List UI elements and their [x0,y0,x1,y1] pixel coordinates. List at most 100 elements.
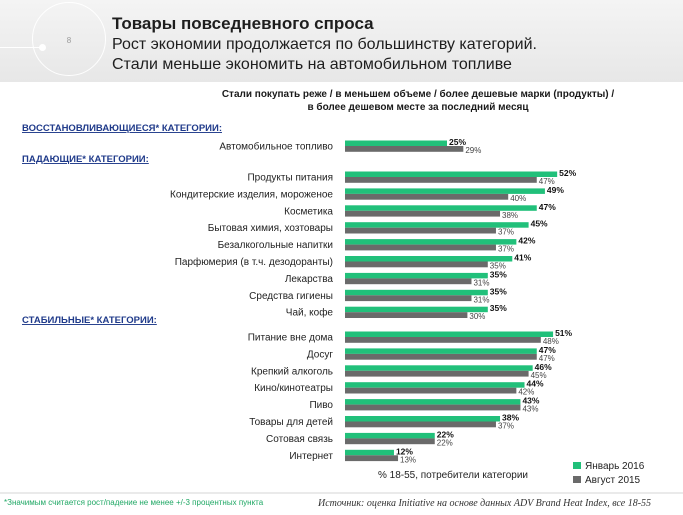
value-label-aug2015: 38% [502,211,518,220]
category-label: Питание вне дома [248,333,334,344]
legend-label-aug2015: Август 2015 [585,475,641,486]
header-band: 8 Товары повседневного спроса Рост эконо… [0,0,683,82]
bar-aug2015 [345,261,488,268]
bar-aug2015 [345,404,521,411]
decorative-dot [39,44,46,51]
category-label: Парфюмерия (в т.ч. дезодоранты) [175,256,333,268]
bar-jan2016 [345,449,394,456]
category-label: Чай, кофе [286,307,334,319]
source-note: Источник: оценка Initiative на основе да… [318,498,652,509]
bar-jan2016 [345,222,529,228]
bar-jan2016 [345,399,521,405]
value-label-aug2015: 31% [473,278,489,287]
value-label-jan2016: 35% [490,303,507,313]
value-label-aug2015: 42% [518,388,534,397]
group-label: ВОССТАНОВЛИВАЮЩИЕСЯ* КАТЕГОРИИ: [22,123,222,134]
value-label-jan2016: 49% [547,185,564,195]
bar-jan2016 [345,365,533,371]
bar-aug2015 [345,177,537,183]
category-label: Кино/кинотеатры [254,383,333,394]
value-label-jan2016: 51% [555,328,572,338]
slide-subtitle-line2: Стали меньше экономить на автомобильном … [112,56,512,73]
bar-jan2016 [345,205,537,211]
legend-swatch-aug2015 [573,476,581,483]
category-label: Автомобильное топливо [219,141,333,153]
bar-aug2015 [345,353,537,360]
value-label-jan2016: 35% [490,286,507,296]
chart-title-line1: Стали покупать реже / в меньшем объеме /… [222,88,615,100]
category-label: Пиво [309,400,333,411]
category-label: Бытовая химия, хозтовары [208,223,333,234]
value-label-jan2016: 47% [539,202,556,212]
category-label: Безалкогольные напитки [218,240,333,251]
bar-aug2015 [345,387,517,394]
bar-jan2016 [345,272,488,279]
legend-swatch-jan2016 [573,462,581,469]
bar-aug2015 [345,337,541,343]
bar-jan2016 [345,432,435,439]
bar-aug2015 [345,227,496,234]
slide-number: 8 [66,36,72,45]
x-axis-label: % 18-55, потребители категории [378,469,528,481]
slide-number-circle [32,2,106,76]
bar-aug2015 [345,193,509,200]
value-label-jan2016: 12% [396,446,413,456]
bar-aug2015 [345,210,501,217]
chart-title-line2: в более дешевом месте за последний месяц [307,101,529,113]
category-label: Средства гигиены [249,291,333,302]
value-label-aug2015: 22% [437,438,453,447]
value-label-aug2015: 29% [465,146,481,155]
bar-jan2016 [345,382,525,388]
bar-aug2015 [345,244,496,251]
bar-aug2015 [345,421,496,428]
value-label-jan2016: 46% [535,362,552,372]
bar-jan2016 [345,289,488,296]
value-label-jan2016: 43% [522,396,539,406]
value-label-aug2015: 45% [531,371,547,380]
value-label-aug2015: 47% [539,177,555,186]
category-label: Досуг [307,349,333,360]
value-label-jan2016: 41% [514,253,531,263]
value-label-aug2015: 31% [473,295,489,304]
value-label-aug2015: 30% [469,312,485,321]
slide-subtitle-line1: Рост экономии продолжается по большинств… [112,36,537,53]
bar-jan2016 [345,416,501,422]
footnote: *Значимым считается рост/падение не мене… [4,498,264,507]
category-label: Кондитерские изделия, мороженое [170,189,333,200]
value-label-aug2015: 37% [498,422,514,431]
value-label-aug2015: 35% [490,262,506,271]
value-label-aug2015: 48% [543,337,559,346]
value-label-jan2016: 44% [527,379,544,389]
value-label-aug2015: 47% [539,354,555,363]
bar-aug2015 [345,295,472,302]
bar-aug2015 [345,146,464,152]
value-label-aug2015: 40% [510,194,526,203]
category-label: Косметика [284,206,333,217]
value-label-jan2016: 35% [490,269,507,279]
category-label: Интернет [289,451,333,462]
bar-jan2016 [345,140,447,146]
value-label-jan2016: 47% [539,345,556,355]
value-label-aug2015: 37% [498,245,514,254]
value-label-jan2016: 52% [559,168,576,178]
decorative-line [0,47,42,48]
category-label: Лекарства [285,274,334,285]
bar-aug2015 [345,438,435,445]
value-label-jan2016: 42% [518,236,535,246]
value-label-aug2015: 13% [400,455,416,464]
category-label: Крепкий алкоголь [251,366,333,377]
value-label-aug2015: 37% [498,228,514,237]
bar-jan2016 [345,171,558,177]
value-label-jan2016: 22% [437,429,454,439]
group-label: СТАБИЛЬНЫЕ* КАТЕГОРИИ: [22,315,157,326]
bar-jan2016 [345,239,517,245]
value-label-jan2016: 38% [502,413,519,423]
category-label: Товары для детей [249,417,333,428]
bar-jan2016 [345,331,554,337]
group-label: ПАДАЮЩИЕ* КАТЕГОРИИ: [22,154,149,165]
bar-aug2015 [345,312,468,318]
bar-jan2016 [345,306,488,313]
value-label-jan2016: 45% [531,219,548,229]
value-label-aug2015: 43% [522,405,538,414]
